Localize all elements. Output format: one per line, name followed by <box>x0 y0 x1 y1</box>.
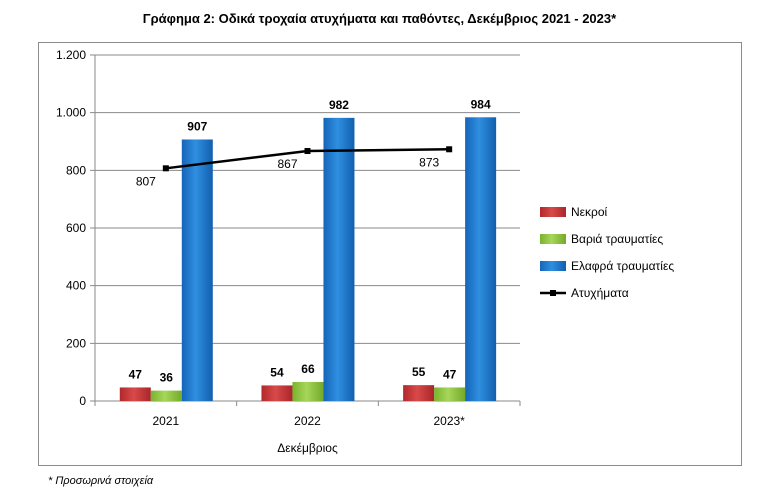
bar-serious-injured <box>150 390 182 401</box>
data-label: 66 <box>301 362 315 376</box>
legend-label: Βαριά τραυματίες <box>571 232 663 246</box>
data-label: 47 <box>129 367 143 381</box>
line-data-label: 873 <box>419 155 439 169</box>
legend-line-marker <box>550 290 556 296</box>
footnote: * Προσωρινά στοιχεία <box>48 475 154 487</box>
legend-swatch <box>540 207 566 217</box>
x-tick-label: 2023* <box>433 414 465 428</box>
y-tick-label: 200 <box>66 336 86 350</box>
line-marker <box>162 165 169 172</box>
bar-deaths <box>119 387 151 401</box>
bar-serious-injured <box>292 381 324 401</box>
x-tick-label: 2021 <box>152 414 179 428</box>
x-tick-label: 2022 <box>294 414 321 428</box>
y-tick-label: 600 <box>66 221 86 235</box>
data-label: 55 <box>412 365 426 379</box>
data-label: 982 <box>329 98 349 112</box>
bar-light-injured <box>323 117 355 402</box>
line-data-label: 807 <box>136 174 156 188</box>
line-marker <box>446 146 453 153</box>
legend-label: Νεκροί <box>571 205 608 219</box>
chart-frame <box>38 42 742 466</box>
legend-swatch <box>540 261 566 271</box>
legend-label: Ατυχήματα <box>571 286 629 300</box>
data-label: 907 <box>187 119 207 133</box>
legend-label: Ελαφρά τραυματίες <box>571 259 674 273</box>
data-label: 36 <box>160 371 174 385</box>
bar-deaths <box>403 385 435 401</box>
y-tick-label: 1.200 <box>56 48 86 62</box>
data-label: 54 <box>270 365 284 379</box>
line-data-label: 867 <box>277 157 297 171</box>
chart-title: Γράφημα 2: Οδικά τροχαία ατυχήματα και π… <box>142 11 617 26</box>
y-tick-label: 0 <box>79 394 86 408</box>
bar-serious-injured <box>434 387 466 401</box>
bar-light-injured <box>181 139 213 401</box>
legend-swatch <box>540 234 566 244</box>
y-tick-label: 800 <box>66 163 86 177</box>
bar-deaths <box>261 385 293 401</box>
data-label: 47 <box>443 367 457 381</box>
data-label: 984 <box>471 97 491 111</box>
line-marker <box>304 148 311 155</box>
bar-light-injured <box>465 117 497 401</box>
y-tick-label: 1.000 <box>56 106 86 120</box>
x-axis-title: Δεκέμβριος <box>277 441 338 455</box>
y-tick-label: 400 <box>66 279 86 293</box>
